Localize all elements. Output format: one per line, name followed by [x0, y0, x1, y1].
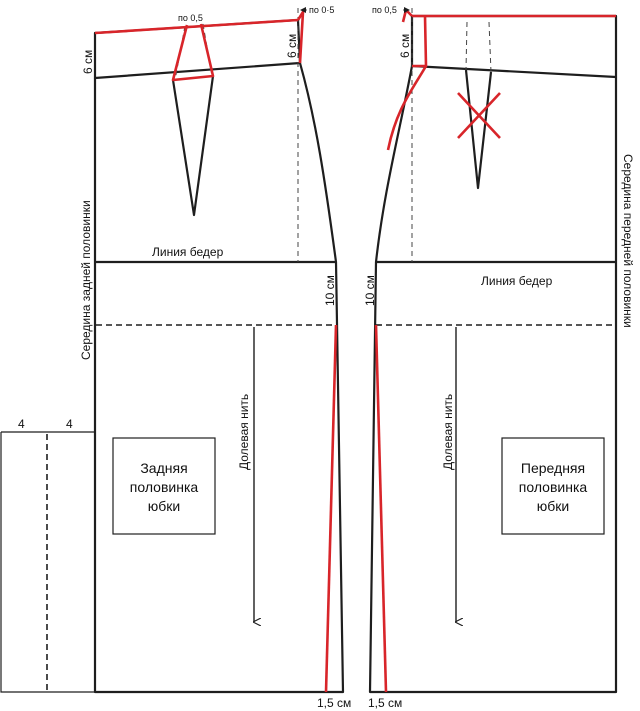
back-dart-shift-label: по 0,5 [178, 13, 203, 23]
front-dart-cancel-cross [457, 92, 501, 139]
front-red-side-curve [386, 65, 428, 151]
front-waist-side-dim: 6 см [398, 34, 412, 58]
front-side-shift-label: по 0,5 [372, 5, 397, 15]
slit-dim-right: 4 [66, 417, 73, 431]
back-title-line-2: половинка [130, 479, 199, 495]
front-center-label: Середина передней половинки [621, 154, 635, 328]
back-waistband [93, 18, 302, 80]
back-outline [93, 62, 345, 694]
back-title-line-3: юбки [148, 498, 180, 514]
back-red-waist [94, 18, 299, 35]
back-title-box [112, 437, 216, 535]
front-title-line-2: половинка [519, 479, 588, 495]
front-hip-label: Линия бедер [481, 274, 553, 288]
front-title-line-1: Передняя [521, 460, 585, 476]
back-dart [171, 75, 215, 217]
front-title-box [501, 437, 605, 535]
slit-dim-left: 4 [18, 417, 25, 431]
back-side-shift-label: по 0·5 [309, 5, 334, 15]
front-outline [368, 65, 618, 694]
back-side-hip-dim: 10 см [323, 275, 337, 306]
front-dart [464, 69, 493, 190]
back-hem-shift-label: 1,5 см [317, 696, 351, 710]
front-grain-label: Долевая нить [441, 394, 455, 470]
back-hip-label: Линия бедер [152, 245, 224, 259]
back-red-dart [171, 23, 215, 82]
front-panel: Долевая нить Передняя половинка юбки Сер… [363, 5, 635, 710]
back-red-hem [324, 324, 338, 693]
back-waist-left-dim: 6 см [81, 50, 95, 74]
back-center-label: Середина задней половинки [79, 200, 93, 360]
back-panel: Долевая нить Задняя половинка юбки Серед… [79, 5, 351, 710]
front-waistband [410, 14, 618, 79]
front-side-hip-dim: 10 см [363, 275, 377, 306]
back-title-line-1: Задняя [140, 460, 187, 476]
front-title-line-3: юбки [537, 498, 569, 514]
front-hem-shift-label: 1,5 см [368, 696, 402, 710]
back-waist-side-dim: 6 см [285, 34, 299, 58]
front-red-hem [374, 324, 388, 693]
back-grain-label: Долевая нить [237, 394, 251, 470]
front-dart-guide [465, 21, 492, 73]
slit-extension: 4 4 [0, 417, 95, 693]
